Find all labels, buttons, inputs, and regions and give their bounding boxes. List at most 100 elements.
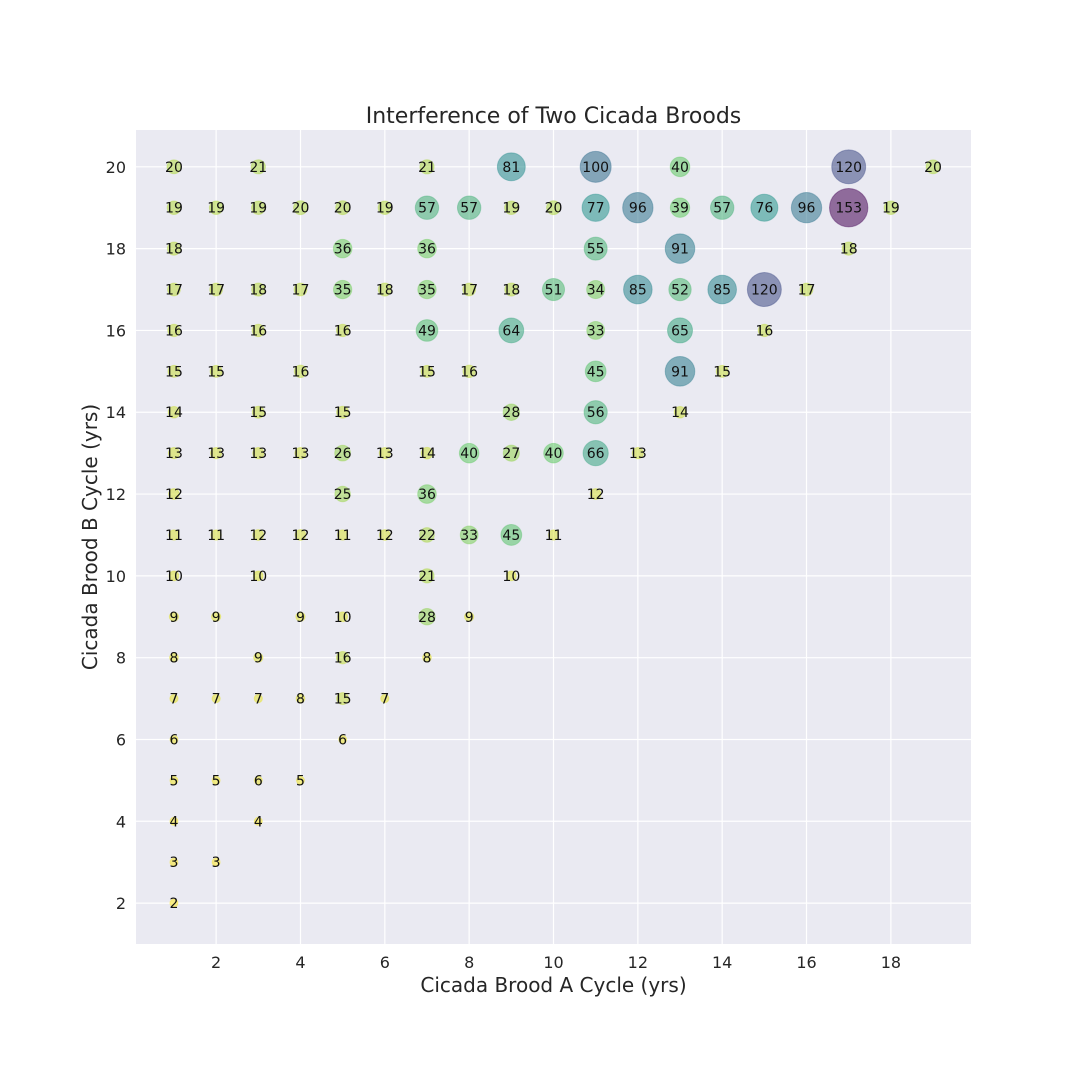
chart-title: Interference of Two Cicada Broods [366,104,742,129]
data-point [669,197,691,218]
data-point-label: 5 [296,773,305,789]
data-point [169,652,179,663]
data-point-label: 57 [418,201,436,217]
data-point-label: 16 [755,323,773,339]
data-point-label: 76 [755,201,773,217]
data-point-label: 15 [249,405,267,421]
data-point [582,440,609,467]
data-point [586,279,606,300]
data-point [547,529,560,541]
y-axis-title: Cicada Brood B Cycle (yrs) [78,404,102,670]
data-point-label: 14 [418,446,436,462]
data-point-label: 17 [207,283,225,299]
data-point [210,611,222,622]
data-point [664,356,696,387]
x-tick-labels: 2 4 6 8 10 12 14 16 18 [211,953,901,972]
data-point [169,857,179,867]
data-point [709,195,735,220]
y-tick-label: 16 [106,321,126,340]
data-point-label: 28 [502,405,520,421]
data-point-label: 20 [924,160,942,176]
data-point [715,364,729,378]
data-point-label: 40 [460,446,478,462]
data-point-label: 64 [502,323,520,339]
data-point-label: 13 [376,446,394,462]
data-point-label: 18 [249,283,267,299]
data-point [253,775,263,785]
data-point-label: 8 [169,651,178,667]
data-point-label: 4 [169,814,178,830]
data-point-label: 35 [334,283,352,299]
data-point [419,159,435,175]
data-point-label: 20 [292,201,310,217]
data-point [707,274,737,305]
data-point-label: 22 [418,528,436,544]
data-point [505,570,517,582]
data-point [332,238,353,259]
data-point [211,693,221,704]
data-point [211,775,221,785]
data-point [422,652,432,663]
data-point-label: 20 [545,201,563,217]
data-point [168,488,180,500]
data-point [502,403,521,421]
data-point-label: 33 [460,528,478,544]
data-point-label: 11 [334,528,352,544]
data-point-label: 9 [296,610,305,626]
data-point-label: 65 [671,323,689,339]
data-point [831,149,867,185]
x-tick-label: 8 [464,953,474,972]
data-point-label: 7 [254,692,263,708]
x-tick-label: 4 [295,953,305,972]
data-point [417,238,437,259]
data-point-label: 57 [713,201,731,217]
data-point [456,195,482,220]
data-point [251,323,265,338]
data-point [380,693,390,704]
data-point-label: 35 [418,283,436,299]
data-point-label: 19 [376,201,394,217]
data-point-label: 9 [169,610,178,626]
data-point-label: 15 [334,405,352,421]
data-point-label: 7 [169,692,178,708]
x-tick-label: 10 [543,953,563,972]
y-tick-label: 8 [116,649,126,668]
data-point [210,529,222,541]
data-point [166,200,182,215]
data-point [841,241,856,256]
data-point [415,319,439,342]
data-point-label: 12 [165,487,183,503]
data-point-label: 5 [212,773,221,789]
x-tick-label: 18 [881,953,901,972]
data-point [757,323,772,338]
data-point-label: 49 [418,323,436,339]
data-point [419,568,435,584]
data-point [252,570,264,582]
data-point-label: 12 [292,528,310,544]
data-point-label: 2 [169,896,178,912]
x-tick-label: 16 [796,953,816,972]
data-point [417,279,437,300]
data-point [543,442,564,464]
data-point [253,816,263,826]
data-point [414,195,440,220]
data-point [335,200,351,216]
data-point [294,447,307,460]
data-point [208,200,224,215]
data-point [209,364,223,378]
data-point-label: 51 [545,283,563,299]
data-point [622,192,654,224]
data-point-label: 13 [249,446,267,462]
data-point [504,200,519,215]
data-point-label: 27 [502,446,520,462]
data-point-label: 4 [254,814,263,830]
data-point [336,405,350,419]
data-point [253,652,264,663]
data-point [169,734,179,744]
data-point [583,400,608,425]
data-point [746,272,782,308]
data-point [167,282,181,297]
data-point-label: 25 [334,487,352,503]
data-point [496,152,526,182]
data-point [250,159,266,175]
